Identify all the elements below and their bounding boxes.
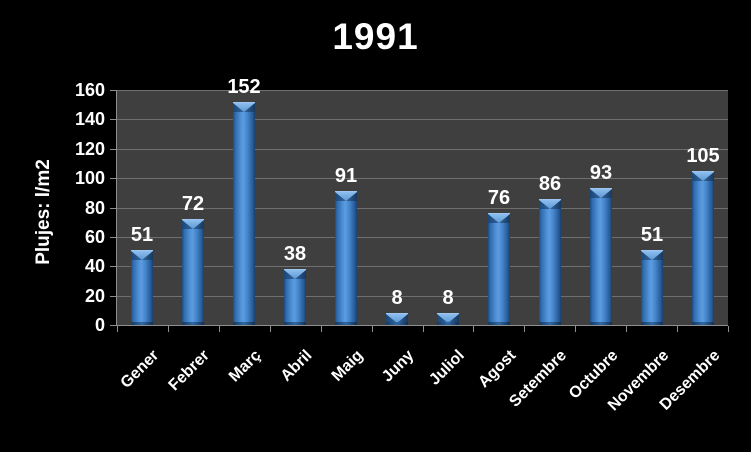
bar-setembre [539,199,561,325]
x-tick-mark-0 [117,326,118,332]
bar-bottom-edge [233,322,255,325]
y-tick-label-140: 140 [74,109,105,129]
bar-gener [131,250,153,325]
x-label-text: Juny [378,347,418,386]
value-label-juliol: 8 [442,287,454,309]
y-tick-mark-140 [110,119,117,120]
y-tick-mark-120 [110,149,117,150]
x-label-text: Agost [474,347,520,392]
bar-maig [335,191,357,325]
bar-bottom-edge [131,322,153,325]
value-label-novembre: 51 [640,224,664,246]
bar-top-bevel [386,313,408,323]
value-label-maig: 91 [334,165,358,187]
bar-desembre [692,171,714,325]
bar-bottom-edge [437,322,459,325]
value-label-febrer: 72 [181,193,205,215]
bar-bottom-edge [284,322,306,325]
x-label-text: Maig [328,347,367,385]
gridline-120 [117,149,728,150]
y-tick-mark-40 [110,266,117,267]
gridline-40 [117,266,728,267]
bar-febrer [182,219,204,325]
y-tick-label-100: 100 [74,168,105,188]
x-tick-mark-8 [524,326,525,332]
bar-top-bevel [284,269,306,279]
bar-bottom-edge [335,322,357,325]
bar-juliol [437,313,459,325]
gridline-160 [117,90,728,91]
bar-bottom-edge [182,322,204,325]
x-label-text: Gener [117,347,163,392]
x-label-text: Febrer [165,347,214,395]
value-label-juny: 8 [391,287,403,309]
x-tick-mark-6 [423,326,424,332]
x-tick-mark-7 [473,326,474,332]
bar-bottom-edge [590,322,612,325]
plot-area [116,90,728,326]
bar-novembre [641,250,663,325]
y-tick-mark-160 [110,90,117,91]
x-tick-mark-10 [626,326,627,332]
value-label-desembre: 105 [686,145,720,167]
x-label-text: Juliol [426,347,469,389]
bar-bottom-edge [488,322,510,325]
x-tick-mark-11 [677,326,678,332]
value-label-octubre: 93 [589,162,613,184]
y-tick-label-20: 20 [84,286,105,306]
gridline-100 [117,178,728,179]
y-tick-label-120: 120 [74,139,105,159]
bar-top-bevel [233,102,255,112]
bar-top-bevel [335,191,357,201]
y-tick-label-40: 40 [84,256,105,276]
bar-bottom-edge [539,322,561,325]
y-tick-label-60: 60 [84,227,105,247]
bar-top-bevel [590,188,612,198]
gridline-60 [117,237,728,238]
value-label-agost: 76 [487,187,511,209]
y-tick-label-0: 0 [94,315,105,335]
bar-bottom-edge [386,322,408,325]
bar-abril [284,269,306,325]
value-label-setembre: 86 [538,173,562,195]
bar-top-bevel [641,250,663,260]
bar-top-bevel [437,313,459,323]
x-tick-mark-3 [270,326,271,332]
bar-octubre [590,188,612,325]
bar-top-bevel [692,171,714,181]
bar-top-bevel [488,213,510,223]
y-tick-label-160: 160 [74,80,105,100]
bar-top-bevel [131,250,153,260]
x-label-text: Abril [277,347,316,385]
x-tick-mark-5 [372,326,373,332]
bar-agost [488,213,510,325]
chart-title: 1991 [332,16,419,57]
x-tick-mark-2 [219,326,220,332]
bar-marc [233,102,255,325]
y-tick-mark-20 [110,296,117,297]
x-label-text: Març [225,347,265,386]
gridline-20 [117,296,728,297]
x-tick-mark-12 [728,326,729,332]
x-tick-mark-4 [321,326,322,332]
x-tick-mark-9 [575,326,576,332]
bar-bottom-edge [641,322,663,325]
value-label-abril: 38 [283,243,307,265]
y-tick-mark-80 [110,208,117,209]
y-tick-label-80: 80 [84,198,105,218]
gridline-140 [117,119,728,120]
x-tick-mark-1 [168,326,169,332]
gridline-80 [117,208,728,209]
y-tick-mark-0 [110,325,117,326]
value-label-gener: 51 [130,224,154,246]
y-tick-mark-100 [110,178,117,179]
bar-juny [386,313,408,325]
bar-top-bevel [539,199,561,209]
bar-top-bevel [182,219,204,229]
bar-bottom-edge [692,322,714,325]
value-label-marc: 152 [227,76,261,98]
y-tick-mark-60 [110,237,117,238]
